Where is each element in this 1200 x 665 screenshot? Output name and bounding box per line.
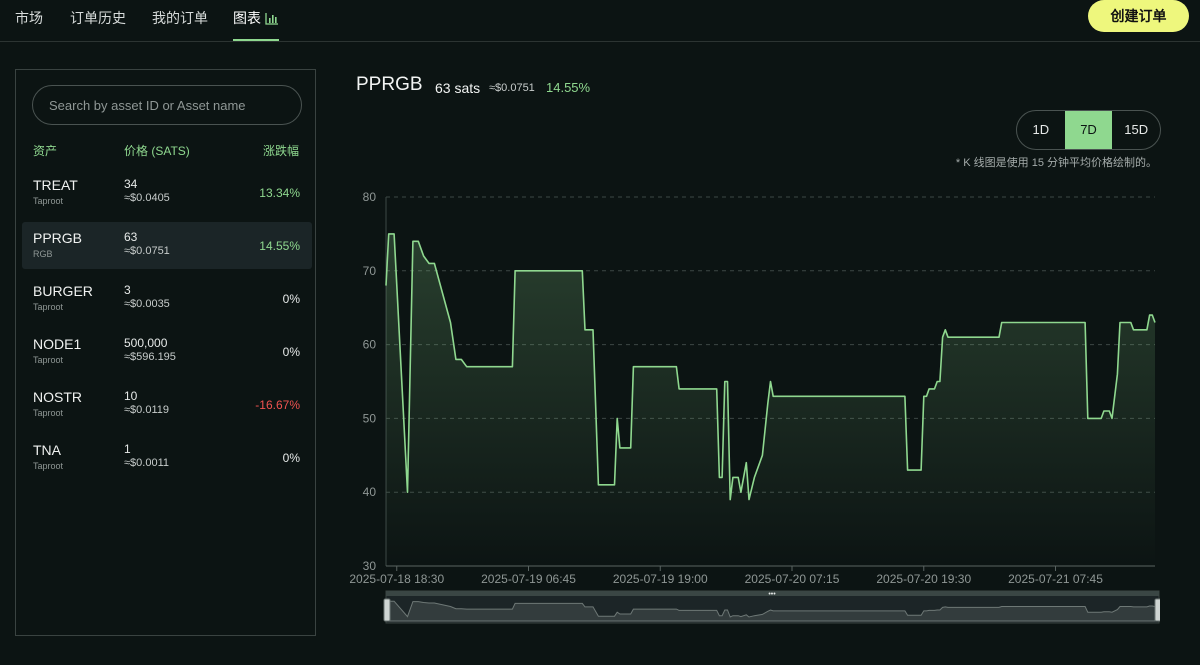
asset-price: 1 <box>124 442 131 456</box>
asset-usd: ≈$0.0119 <box>124 404 169 416</box>
range-15d-button[interactable]: 15D <box>1124 122 1149 137</box>
asset-type: Taproot <box>33 302 64 312</box>
asset-row-burger[interactable]: BURGER Taproot 3 ≈$0.0035 0% <box>22 275 312 322</box>
range-7d-button[interactable]: 7D <box>1064 111 1113 149</box>
asset-change: 0% <box>282 345 300 359</box>
tab-market[interactable]: 市场 <box>15 10 43 26</box>
asset-price: 63 <box>124 230 138 244</box>
x-tick-label: 2025-07-19 06:45 <box>481 572 576 586</box>
asset-name: TREAT <box>33 177 78 193</box>
asset-panel: 资产 价格 (SATS) 涨跌幅 TREAT Taproot 34 ≈$0.04… <box>15 69 316 636</box>
asset-type: RGB <box>33 249 53 259</box>
asset-usd: ≈$0.0751 <box>124 245 170 257</box>
range-1d-button[interactable]: 1D <box>1032 122 1050 137</box>
navigator-left-handle[interactable] <box>383 598 391 622</box>
asset-change: 14.55% <box>259 239 300 253</box>
chart-price-sats: 63 sats <box>435 80 481 96</box>
y-tick-label: 60 <box>363 338 377 352</box>
header-change: 涨跌幅 <box>262 144 299 158</box>
asset-type: Taproot <box>33 461 64 471</box>
y-tick-label: 70 <box>363 264 377 278</box>
asset-price: 10 <box>124 389 138 403</box>
asset-price: 34 <box>124 177 138 191</box>
asset-change: 13.34% <box>259 186 300 200</box>
asset-row-tna[interactable]: TNA Taproot 1 ≈$0.0011 0% <box>22 434 312 481</box>
asset-search-input[interactable] <box>32 85 302 125</box>
y-tick-label: 50 <box>363 411 377 425</box>
chart-note: * K 线图是使用 15 分钟平均价格绘制的。 <box>955 157 1157 169</box>
header-asset: 资产 <box>33 144 58 158</box>
asset-name: NODE1 <box>33 336 82 352</box>
x-tick-label: 2025-07-19 19:00 <box>613 572 708 586</box>
price-area <box>386 233 1155 566</box>
asset-type: Taproot <box>33 408 64 418</box>
tab-chart[interactable]: 图表 <box>233 0 279 41</box>
asset-row-nostr[interactable]: NOSTR Taproot 10 ≈$0.0119 -16.67% <box>22 381 312 428</box>
x-tick-label: 2025-07-21 07:45 <box>1008 572 1103 586</box>
asset-row-node1[interactable]: NODE1 Taproot 500,000 ≈$596.195 0% <box>22 328 312 375</box>
asset-price: 500,000 <box>124 336 168 350</box>
bar-chart-icon <box>265 2 279 38</box>
chart-change: 14.55% <box>546 80 591 95</box>
navigator-bar[interactable] <box>386 591 1159 596</box>
navigator-right-handle[interactable] <box>1154 598 1160 622</box>
header-price: 价格 (SATS) <box>124 144 190 158</box>
asset-name: NOSTR <box>33 389 82 405</box>
y-tick-label: 40 <box>363 485 377 499</box>
asset-change: -16.67% <box>255 398 300 412</box>
range-selector: 1D 7D 15D <box>1016 110 1161 150</box>
tab-order-history[interactable]: 订单历史 <box>70 10 126 26</box>
top-nav: 市场 订单历史 我的订单 图表 创建订单 <box>0 0 1200 42</box>
asset-price: 3 <box>124 283 131 297</box>
y-tick-label: 30 <box>363 559 377 573</box>
navigator-preview-line <box>385 600 1156 622</box>
asset-name: PPRGB <box>33 230 83 246</box>
asset-name: TNA <box>33 442 61 458</box>
price-line <box>385 233 1156 501</box>
asset-change: 0% <box>282 292 300 306</box>
tab-my-orders[interactable]: 我的订单 <box>152 10 208 26</box>
asset-change: 0% <box>282 451 300 465</box>
chart-price-usd: ≈$0.0751 <box>489 82 535 94</box>
asset-name: BURGER <box>33 283 93 299</box>
tab-chart-label: 图表 <box>233 10 261 26</box>
price-chart: 30 40 50 60 70 80 2025-07-18 18:30 2025-07-19 … <box>349 190 1160 624</box>
navigator-grip-icon: ••• <box>768 591 776 598</box>
create-order-button[interactable]: 创建订单 <box>1088 0 1189 32</box>
asset-usd: ≈$0.0035 <box>124 298 170 310</box>
asset-row-pprgb[interactable]: PPRGB RGB 63 ≈$0.0751 14.55% <box>22 222 312 269</box>
y-tick-label: 80 <box>363 190 377 204</box>
x-tick-label: 2025-07-20 19:30 <box>876 572 971 586</box>
asset-usd: ≈$596.195 <box>124 351 176 363</box>
x-tick-label: 2025-07-20 07:15 <box>745 572 840 586</box>
x-axis-ticks: 2025-07-18 18:30 2025-07-19 06:45 2025-07-… <box>349 566 1103 586</box>
asset-usd: ≈$0.0011 <box>124 457 169 469</box>
asset-type: Taproot <box>33 196 64 206</box>
y-axis-ticks: 30 40 50 60 70 80 <box>363 190 377 573</box>
zoom-navigator[interactable]: ••• <box>383 590 1160 624</box>
asset-row-treat[interactable]: TREAT Taproot 34 ≈$0.0405 13.34% <box>22 169 312 216</box>
asset-usd: ≈$0.0405 <box>124 192 170 204</box>
x-tick-label: 2025-07-18 18:30 <box>349 572 444 586</box>
asset-type: Taproot <box>33 355 64 365</box>
chart-symbol: PPRGB <box>356 74 423 95</box>
